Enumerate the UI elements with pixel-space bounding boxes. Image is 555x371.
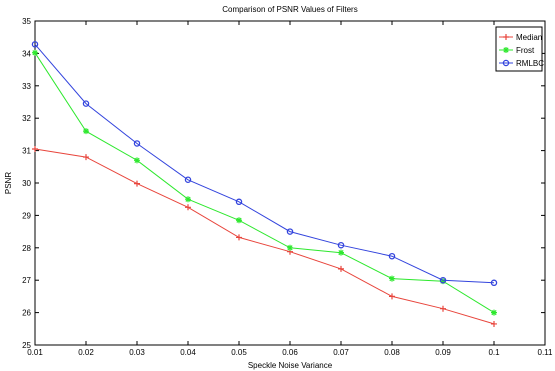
- data-point-rmlbc: [439, 276, 447, 284]
- y-tick-label: 28: [22, 244, 31, 253]
- legend-item-frost: Frost: [499, 46, 535, 55]
- legend-label-median: Median: [516, 33, 542, 42]
- x-tick-label: 0.11: [538, 348, 554, 357]
- series-layer: [31, 41, 498, 327]
- y-tick-label: 29: [22, 211, 31, 220]
- data-point-rmlbc: [337, 241, 345, 249]
- y-tick-label: 25: [22, 341, 31, 350]
- y-tick-label: 26: [22, 309, 31, 318]
- data-point-frost: [236, 217, 242, 224]
- series-median: [32, 145, 497, 327]
- y-tick-label: 27: [22, 276, 31, 285]
- y-tick-label: 35: [22, 17, 31, 26]
- data-point-rmlbc: [184, 176, 192, 184]
- x-tick-label: 0.02: [78, 348, 94, 357]
- series-rmlbc: [31, 41, 498, 287]
- data-point-rmlbc: [82, 100, 90, 107]
- series-line-median: [34, 148, 495, 325]
- y-tick-label: 30: [22, 179, 31, 188]
- legend-label-rmlbc: RMLBC: [516, 59, 544, 68]
- legend-marker-rmlbc: [502, 59, 510, 67]
- x-tick-label: 0.08: [384, 348, 400, 357]
- data-point-median: [185, 204, 191, 211]
- axis-ticks: 0.01 0.02 0.03 0.04 0.05 0.06 0.07 0.08 0.09 0.1 0…: [22, 17, 553, 357]
- x-tick-label: 0.09: [435, 348, 451, 357]
- series-line-frost: [34, 52, 495, 314]
- data-point-median: [491, 320, 497, 327]
- x-tick-label: 0.01: [27, 348, 43, 357]
- x-tick-label: 0.03: [129, 348, 145, 357]
- data-point-rmlbc: [133, 140, 141, 147]
- series-frost: [32, 49, 497, 316]
- data-point-frost: [440, 278, 446, 285]
- data-point-median: [134, 180, 140, 187]
- legend-item-rmlbc: RMLBC: [499, 59, 544, 68]
- legend-item-median: Median: [499, 33, 542, 42]
- legend-marker-frost: [503, 47, 509, 53]
- y-axis-label: PSNR: [4, 172, 13, 194]
- data-point-median: [440, 305, 446, 312]
- x-tick-label: 0.07: [333, 348, 349, 357]
- legend-marker-median: [503, 34, 509, 40]
- data-point-median: [236, 234, 242, 241]
- data-point-frost: [32, 49, 38, 56]
- series-line-rmlbc: [34, 43, 495, 284]
- data-point-frost: [287, 244, 293, 251]
- chart-title: Comparison of PSNR Values of Filters: [222, 5, 357, 14]
- x-axis-label: Speckle Noise Variance: [248, 361, 333, 370]
- data-point-rmlbc: [388, 252, 396, 260]
- data-point-rmlbc: [31, 41, 39, 48]
- x-tick-label: 0.1: [488, 348, 500, 357]
- data-point-median: [338, 265, 344, 272]
- data-point-frost: [134, 157, 140, 164]
- data-point-rmlbc: [490, 279, 498, 287]
- data-point-frost: [389, 275, 395, 282]
- data-point-median: [32, 145, 38, 152]
- legend: Median Frost RMLBC: [495, 26, 544, 72]
- y-tick-label: 33: [22, 82, 31, 91]
- data-point-frost: [491, 309, 497, 316]
- y-tick-label: 31: [22, 147, 31, 156]
- y-tick-label: 34: [22, 49, 31, 58]
- data-point-frost: [83, 128, 89, 135]
- data-point-rmlbc: [286, 228, 294, 235]
- x-tick-label: 0.06: [282, 348, 298, 357]
- legend-label-frost: Frost: [516, 46, 535, 55]
- x-tick-label: 0.05: [231, 348, 247, 357]
- data-point-median: [389, 293, 395, 300]
- y-tick-label: 32: [22, 114, 31, 123]
- x-tick-label: 0.04: [180, 348, 196, 357]
- data-point-median: [83, 154, 89, 161]
- data-point-frost: [185, 196, 191, 203]
- data-point-rmlbc: [235, 198, 243, 206]
- data-point-frost: [338, 249, 344, 256]
